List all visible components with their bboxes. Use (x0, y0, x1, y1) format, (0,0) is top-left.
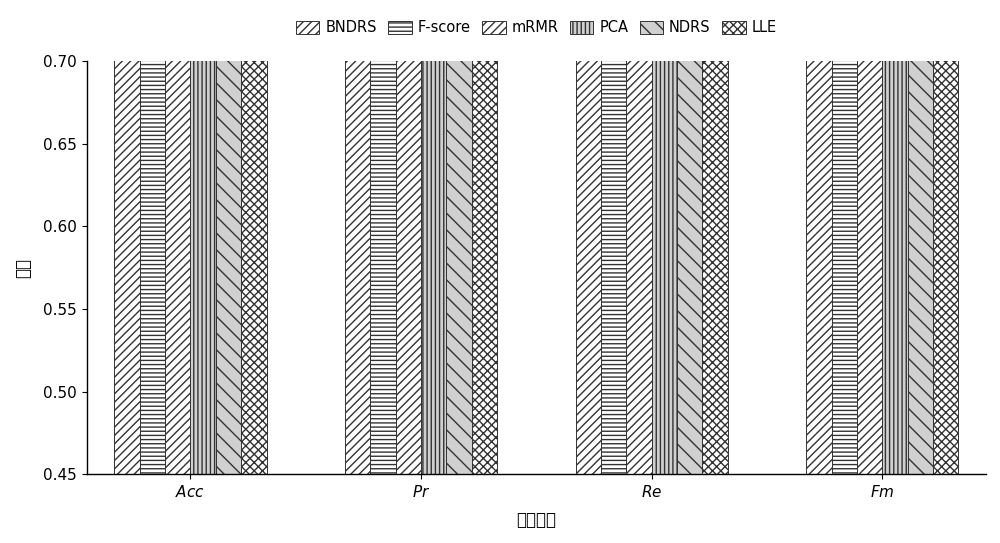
Bar (933, 0, 958, 474)
Legend: BNDRS, F-score, mRMR, PCA, NDRS, LLE: BNDRS, F-score, mRMR, PCA, NDRS, LLE (290, 15, 782, 41)
Bar (472, 0, 497, 474)
Bar (601, 0, 626, 474)
Bar (396, 0, 421, 474)
Bar (446, 0, 472, 474)
Bar (345, 0, 370, 474)
Bar (702, 0, 728, 474)
Bar (241, 0, 266, 474)
Bar (626, 0, 652, 474)
Bar (677, 0, 702, 474)
Bar (882, 0, 908, 474)
Bar (165, 0, 190, 474)
Bar (576, 0, 601, 474)
Bar (370, 0, 396, 474)
Bar (216, 0, 241, 474)
Y-axis label: 取値: 取値 (14, 257, 32, 277)
Bar (140, 0, 165, 474)
X-axis label: 评价指标: 评价指标 (516, 511, 556, 529)
Bar (114, 0, 140, 474)
Bar (832, 0, 857, 474)
Bar (421, 0, 446, 474)
Bar (190, 0, 216, 474)
Bar (806, 0, 832, 474)
Bar (652, 0, 677, 474)
Bar (908, 0, 933, 474)
Bar (857, 0, 882, 474)
